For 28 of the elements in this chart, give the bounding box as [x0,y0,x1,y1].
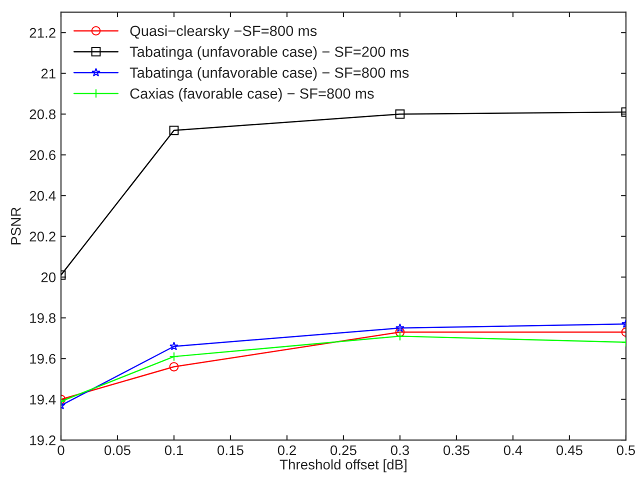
legend-label: Caxias (favorable case) − SF=800 ms [130,88,374,102]
x-tick-label: 0 [58,445,64,456]
legend-label: Tabatinga (unfavorable case) − SF=800 ms [130,67,409,81]
y-tick-label: 21 [41,68,56,78]
x-tick-label: 0.1 [164,445,183,456]
x-tick-label: 0.05 [104,445,130,456]
x-tick-label: 0.25 [330,445,356,456]
y-tick-label: 20.6 [30,150,56,160]
x-axis-title: Threshold offset [dB] [280,459,406,472]
y-tick-label: 20.8 [30,109,56,120]
x-tick-label: 0.35 [443,445,470,456]
x-tick-label: 0.3 [390,445,410,456]
x-tick-label: 0.5 [616,445,636,456]
x-tick-label: 0.45 [556,445,582,456]
y-tick-label: 20.2 [30,232,56,242]
x-tick-label: 0.2 [278,445,296,456]
x-tick-label: 0.15 [218,445,244,456]
y-tick-label: 20 [41,272,56,282]
y-tick-label: 19.8 [30,313,56,324]
x-tick-label: 0.4 [504,445,522,456]
legend-label: Tabatinga (unfavorable case) − SF=200 ms [130,46,409,60]
y-tick-label: 19.6 [30,354,56,364]
legend-label: Quasi−clearsky −SF=800 ms [130,25,317,39]
y-tick-label: 19.2 [30,435,56,446]
y-tick-label: 20.4 [30,190,56,201]
y-tick-label: 19.4 [30,394,56,405]
y-axis-title: PSNR [10,208,21,244]
y-tick-label: 21.2 [30,28,56,38]
